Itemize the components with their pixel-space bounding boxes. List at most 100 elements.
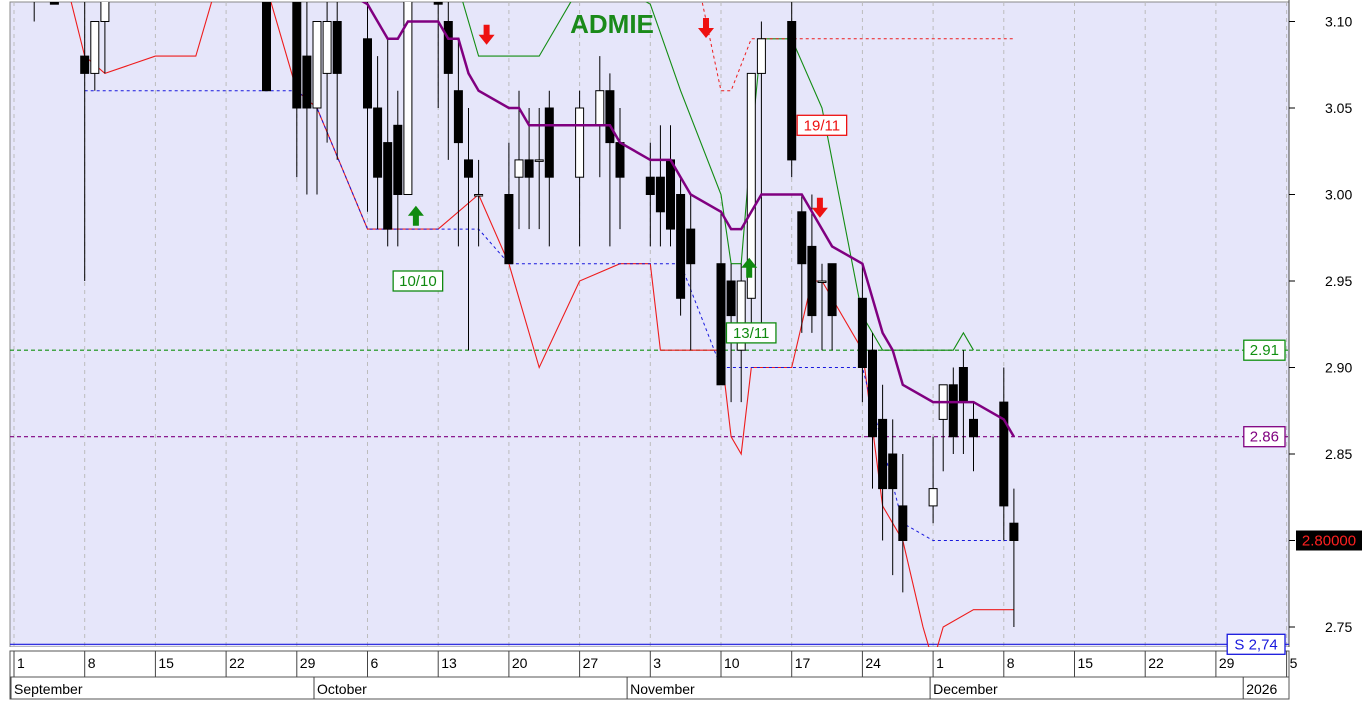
- x-tick-label: 13: [441, 655, 457, 671]
- candle-down: [999, 401, 1009, 507]
- candle-down: [645, 176, 655, 195]
- buy-arrow-icon: [407, 205, 424, 226]
- candle-down: [332, 21, 342, 74]
- signal-label-box: [725, 322, 777, 344]
- sell-arrow-icon: [478, 24, 495, 45]
- candle-up: [100, 2, 110, 23]
- candle-down: [80, 55, 90, 74]
- signal-label-box: [392, 270, 444, 292]
- candle-down: [686, 228, 696, 265]
- candle-down: [655, 176, 665, 213]
- x-tick-label: 15: [158, 655, 174, 671]
- candle-down: [615, 142, 625, 178]
- x-day-row: [9, 650, 1290, 678]
- ema15-line: [361, 2, 1015, 438]
- candle-down: [1009, 522, 1019, 542]
- candle-down: [868, 349, 877, 438]
- candle-up: [928, 488, 938, 507]
- candle-down: [453, 90, 463, 144]
- candle-up: [534, 159, 544, 162]
- upper-channel-line: [462, 2, 974, 351]
- candle-down: [49, 2, 59, 5]
- title-down-arrow-icon: [698, 18, 714, 38]
- candle-up: [90, 21, 100, 74]
- candle-down: [726, 280, 736, 317]
- last-price-tag: [1296, 530, 1362, 551]
- candle-down: [393, 124, 403, 195]
- candle-up: [322, 21, 332, 74]
- signal-label-box: [796, 114, 848, 136]
- x-tick-label: 29: [300, 655, 316, 671]
- sell-arrow-icon: [811, 197, 828, 218]
- x-month-row: [9, 676, 1290, 700]
- candle-down: [827, 263, 837, 317]
- candle-down: [504, 194, 514, 265]
- candle-down: [292, 2, 302, 109]
- buy-arrow-icon: [741, 257, 758, 278]
- y-tick-label: 2.85: [1325, 446, 1352, 462]
- y-tick-label: 2.90: [1325, 360, 1352, 376]
- candle-down: [605, 90, 615, 144]
- candle-down: [888, 453, 898, 490]
- candle-up: [474, 194, 484, 197]
- signal-label: 19/11: [804, 117, 840, 134]
- candle-up: [746, 72, 756, 299]
- level-label: 2.91: [1250, 342, 1279, 359]
- month-label: September: [14, 681, 83, 697]
- x-tick-label: 8: [1007, 655, 1015, 671]
- candle-down: [383, 142, 393, 230]
- y-tick-label: 3.10: [1325, 14, 1352, 30]
- candle-down: [878, 418, 888, 490]
- candle-up: [595, 90, 605, 126]
- x-tick-label: 6: [371, 655, 379, 671]
- candle-down: [666, 159, 675, 230]
- candle-up: [575, 107, 585, 178]
- last-price-label: 2.80000: [1302, 533, 1356, 550]
- candle-down: [363, 38, 372, 109]
- candle-down: [464, 159, 473, 178]
- candle-down: [898, 505, 908, 541]
- y-axis-panel: [1289, 0, 1368, 649]
- x-tick-label: 8: [88, 655, 96, 671]
- plot-layer: [10, 2, 1289, 647]
- candle-down: [969, 418, 978, 438]
- month-label: October: [317, 681, 367, 697]
- x-tick-label: 17: [795, 655, 811, 671]
- x-tick-label: 22: [1148, 655, 1164, 671]
- candle-down: [716, 263, 726, 386]
- candle-down: [373, 107, 383, 178]
- upper-dotted-line: [701, 2, 1014, 92]
- month-label: December: [933, 681, 998, 697]
- candle-up: [817, 280, 827, 283]
- candle-down: [958, 367, 968, 403]
- plot-area: [9, 1, 1290, 648]
- candle-up: [756, 38, 766, 74]
- y-tick-label: 3.05: [1325, 100, 1352, 116]
- candle-down: [787, 21, 797, 161]
- x-tick-label: 5: [1290, 655, 1298, 671]
- candle-down: [443, 21, 453, 74]
- y-tick-label: 3.00: [1325, 187, 1352, 203]
- candle-down: [948, 384, 958, 438]
- level-label-box: [1243, 426, 1286, 448]
- x-tick-label: 3: [653, 655, 661, 671]
- signal-label: 10/10: [399, 273, 437, 290]
- x-tick-label: 29: [1219, 655, 1235, 671]
- x-tick-label: 1: [17, 655, 25, 671]
- candle-up: [514, 159, 524, 178]
- candle-down: [797, 211, 807, 265]
- x-tick-label: 1: [936, 655, 944, 671]
- x-tick-label: 10: [724, 655, 740, 671]
- candle-up: [736, 280, 746, 351]
- candle-down: [544, 107, 554, 178]
- x-tick-label: 27: [583, 655, 599, 671]
- x-tick-label: 24: [865, 655, 881, 671]
- candle-up: [312, 21, 322, 109]
- x-tick-label: 15: [1078, 655, 1094, 671]
- candle-up: [403, 2, 413, 196]
- candle-down: [807, 245, 817, 317]
- y-tick-label: 2.95: [1325, 273, 1352, 289]
- candle-down: [302, 55, 312, 109]
